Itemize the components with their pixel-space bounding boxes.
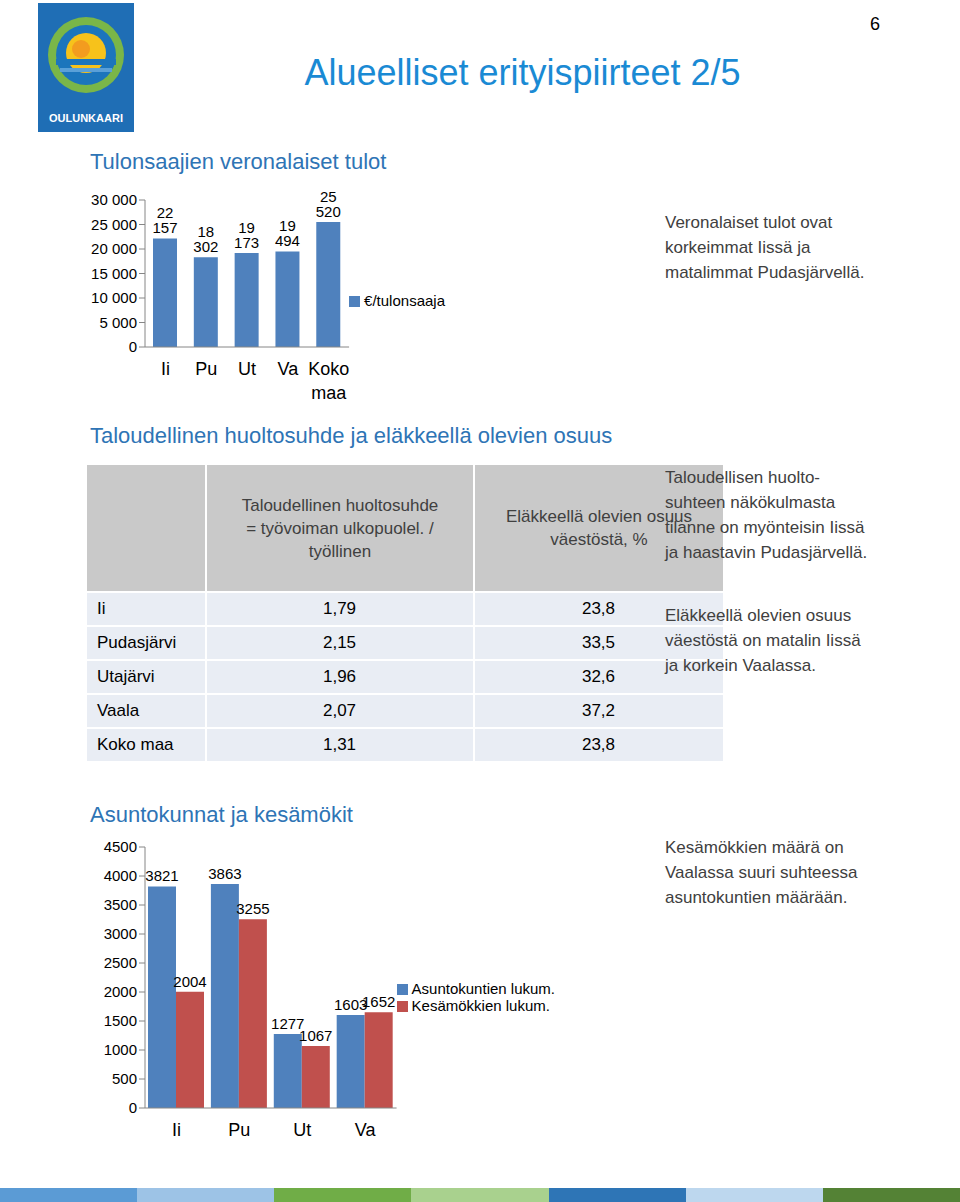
html-text:Alueelliset erityispiirteet 2/: Alueelliset erityispiirteet 2/5 [304, 52, 741, 93]
svg-text:OULUNKAARI: OULUNKAARI [49, 112, 123, 124]
svg-text:3500: 3500 [104, 896, 137, 913]
svg-text:25 000: 25 000 [91, 216, 137, 233]
html-text:Eläkkeellä olevien osuus väest: Eläkkeellä olevien osuus väestöstä, % [505, 507, 693, 549]
svg-text:10 000: 10 000 [91, 289, 137, 306]
html-text:Koko maa: Koko maa [97, 735, 174, 754]
svg-text:500: 500 [112, 1070, 137, 1087]
svg-text:Ut: Ut [293, 1120, 311, 1140]
html-text:Taloudellinen huoltosuhde = ty: Taloudellinen huoltosuhde = työvoiman ul… [241, 495, 439, 561]
svg-text:Kokomaa: Kokomaa [308, 359, 349, 403]
svg-text:20 000: 20 000 [91, 240, 137, 257]
html-text:väestöstä on matalin Iissä: väestöstä on matalin Iissä [665, 631, 861, 650]
html-text:suhteen näkökulmasta: suhteen näkökulmasta [665, 493, 836, 512]
svg-text:1000: 1000 [104, 1041, 137, 1058]
html-text:Vaala: Vaala [97, 701, 140, 720]
html-text:Veronalaiset tulot ovat korkei: Veronalaiset tulot ovat korkeimmat Iissä… [665, 213, 865, 282]
svg-text:2500: 2500 [104, 954, 137, 971]
html-text:2,07: 2,07 [323, 701, 356, 720]
html-text:1,96: 1,96 [323, 667, 356, 686]
svg-text:3000: 3000 [104, 925, 137, 942]
svg-text:1067: 1067 [299, 1027, 332, 1044]
html-text:Asuntokunnat ja kesämökit: Asuntokunnat ja kesämökit [90, 802, 353, 827]
svg-text:4500: 4500 [104, 838, 137, 855]
html-text:37,2: 37,2 [582, 701, 615, 720]
svg-text:1500: 1500 [104, 1012, 137, 1029]
html-text:2,15: 2,15 [323, 633, 356, 652]
svg-text:19173: 19173 [234, 219, 259, 251]
svg-text:18302: 18302 [193, 223, 218, 255]
html-text:23,8: 23,8 [582, 735, 615, 754]
svg-text:4000: 4000 [104, 867, 137, 884]
html-text:Ii: Ii [97, 599, 106, 618]
html-text:Kesämökkien lukum.: Kesämökkien lukum. [411, 996, 550, 1014]
svg-text:3255: 3255 [236, 900, 269, 917]
html-text:€/tulonsaaja: €/tulonsaaja [364, 291, 445, 309]
html-text:tilanne on myönteisin Iissä: tilanne on myönteisin Iissä [665, 518, 865, 537]
svg-text:0: 0 [129, 338, 137, 355]
html-text:6: 6 [870, 14, 880, 34]
svg-text:Va: Va [278, 359, 300, 379]
svg-text:3863: 3863 [208, 865, 241, 882]
html-text:Tulonsaajien veronalaiset tulo: Tulonsaajien veronalaiset tulot [90, 149, 387, 174]
svg-text:Ut: Ut [238, 359, 256, 379]
html-text:ja korkein Vaalassa.: ja korkein Vaalassa. [665, 656, 816, 675]
svg-text:22157: 22157 [152, 204, 177, 236]
svg-text:Va: Va [355, 1120, 377, 1140]
svg-text:Pu: Pu [195, 359, 217, 379]
svg-text:3821: 3821 [145, 867, 178, 884]
svg-text:Ii: Ii [161, 359, 170, 379]
html-text:1,79: 1,79 [323, 599, 356, 618]
html-text:32,6: 32,6 [582, 667, 615, 686]
html-text:Taloudellinen huoltosuhde ja e: Taloudellinen huoltosuhde ja eläkkeellä … [90, 423, 613, 448]
svg-text:Ii: Ii [172, 1120, 181, 1140]
html-text:Pudasjärvi: Pudasjärvi [97, 633, 177, 652]
html-text:23,8: 23,8 [582, 599, 615, 618]
svg-text:15 000: 15 000 [91, 265, 137, 282]
svg-text:Pu: Pu [228, 1120, 250, 1140]
html-text:1,31: 1,31 [323, 735, 356, 754]
svg-text:1652: 1652 [362, 993, 395, 1010]
html-text:Utajärvi: Utajärvi [97, 667, 155, 686]
html-text:Eläkkeellä olevien osuus: Eläkkeellä olevien osuus [665, 606, 852, 625]
svg-text:19494: 19494 [275, 217, 300, 249]
svg-text:0: 0 [129, 1099, 137, 1116]
svg-text:2004: 2004 [173, 973, 206, 990]
html-text:33,5: 33,5 [582, 633, 615, 652]
svg-text:5 000: 5 000 [99, 314, 137, 331]
svg-text:2000: 2000 [104, 983, 137, 1000]
svg-text:1277: 1277 [271, 1014, 305, 1032]
svg-text:1603: 1603 [334, 996, 368, 1013]
html-text:Taloudellisen huolto-: Taloudellisen huolto- [665, 468, 820, 487]
html-text:ja haastavin Pudasjärvellä.: ja haastavin Pudasjärvellä. [665, 543, 868, 562]
svg-text:25520: 25520 [316, 190, 341, 220]
svg-text:30 000: 30 000 [91, 191, 137, 208]
html-text:Kesämökkien määrä on Vaalassa: Kesämökkien määrä on Vaalassa suuri suht… [665, 838, 858, 907]
html-text:Asuntokuntien lukum.: Asuntokuntien lukum. [411, 979, 555, 997]
